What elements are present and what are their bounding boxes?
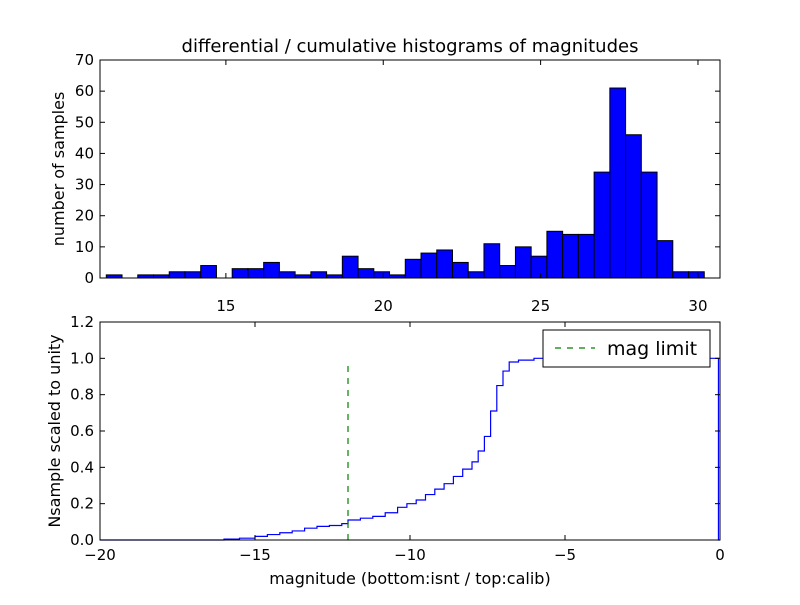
histogram-bar bbox=[310, 271, 328, 279]
top-ytick-label: 60 bbox=[75, 82, 94, 100]
top-ticks-group: 0 10 20 30 40 50 60 70 15 20 25 30 bbox=[75, 51, 720, 315]
bottom-axes-frame bbox=[99, 321, 721, 541]
histogram-bar bbox=[404, 258, 422, 279]
top-ytick-label: 70 bbox=[75, 51, 94, 69]
histogram-bar bbox=[278, 271, 296, 279]
histogram-bar bbox=[609, 87, 627, 279]
top-xtick-label: 20 bbox=[374, 297, 393, 315]
histogram-bar bbox=[357, 268, 375, 279]
bottom-ytick-label: 0.4 bbox=[70, 458, 94, 476]
histogram-bar bbox=[436, 249, 453, 279]
legend: mag limit bbox=[542, 329, 711, 368]
bottom-ylabel: Nsample scaled to unity bbox=[45, 334, 64, 527]
bottom-ticks-group: 0.0 0.2 0.4 0.6 0.8 1.0 1.2 −20 −15 −10 −5 0 bbox=[70, 313, 725, 564]
histogram-bar bbox=[656, 240, 674, 279]
bottom-xtick-label: 0 bbox=[715, 546, 725, 564]
bottom-xlabel: magnitude (bottom:isnt / top:calib) bbox=[269, 569, 550, 588]
bottom-xtick-label: −20 bbox=[84, 546, 116, 564]
histogram-bar bbox=[688, 271, 705, 279]
histogram-bar bbox=[640, 171, 658, 279]
histogram-bar bbox=[530, 255, 548, 279]
top-chart-title: differential / cumulative histograms of … bbox=[182, 36, 639, 57]
legend-mag-limit-label: mag limit bbox=[607, 338, 697, 360]
top-ytick-label: 50 bbox=[75, 113, 94, 131]
histogram-bar bbox=[672, 271, 690, 279]
histogram-bar bbox=[483, 243, 501, 279]
top-axes-frame bbox=[99, 59, 721, 279]
top-ytick-label: 0 bbox=[84, 269, 94, 287]
top-xtick-label: 30 bbox=[688, 297, 707, 315]
histogram-bar bbox=[451, 261, 469, 279]
top-ytick-label: 40 bbox=[75, 144, 94, 162]
histogram-bar bbox=[562, 233, 579, 279]
bottom-ytick-label: 0.8 bbox=[70, 386, 94, 404]
histogram-bar bbox=[625, 134, 642, 279]
histogram-bar bbox=[467, 271, 485, 279]
histogram-bar bbox=[200, 265, 217, 279]
histogram-bar bbox=[263, 261, 280, 279]
histogram-bar bbox=[593, 171, 611, 279]
bottom-xtick-label: −5 bbox=[554, 546, 576, 564]
bottom-ytick-label: 1.2 bbox=[70, 313, 94, 331]
histogram-bar bbox=[499, 265, 516, 279]
top-histogram-panel: differential / cumulative histograms of … bbox=[49, 36, 721, 315]
top-ylabel: number of samples bbox=[49, 92, 68, 247]
top-xtick-label: 25 bbox=[531, 297, 550, 315]
top-xtick-label: 15 bbox=[216, 297, 235, 315]
histogram-bar bbox=[184, 271, 202, 279]
histogram-bar bbox=[231, 268, 249, 279]
bottom-lines-group bbox=[100, 357, 720, 541]
bottom-ytick-label: 0.0 bbox=[70, 531, 94, 549]
top-ytick-label: 20 bbox=[75, 207, 94, 225]
histogram-bar bbox=[168, 271, 186, 279]
histogram-bar bbox=[514, 246, 532, 279]
histogram-bar bbox=[247, 268, 265, 279]
top-ytick-label: 30 bbox=[75, 176, 94, 194]
cumulative-step-line bbox=[100, 357, 720, 541]
bottom-xtick-label: −10 bbox=[394, 546, 426, 564]
bottom-ytick-label: 0.2 bbox=[70, 495, 94, 513]
histogram-bar bbox=[546, 230, 564, 279]
histogram-bar bbox=[373, 271, 391, 279]
bottom-cumulative-panel: 0.0 0.2 0.4 0.6 0.8 1.0 1.2 −20 −15 −10 −5 0 magnit… bbox=[45, 313, 725, 588]
bottom-ytick-label: 0.6 bbox=[70, 422, 94, 440]
histogram-bar bbox=[341, 255, 359, 279]
bottom-ytick-label: 1.0 bbox=[70, 349, 94, 367]
histogram-bar bbox=[577, 233, 595, 279]
top-ytick-label: 10 bbox=[75, 238, 94, 256]
histogram-bar bbox=[420, 252, 438, 279]
bottom-xtick-label: −15 bbox=[239, 546, 271, 564]
